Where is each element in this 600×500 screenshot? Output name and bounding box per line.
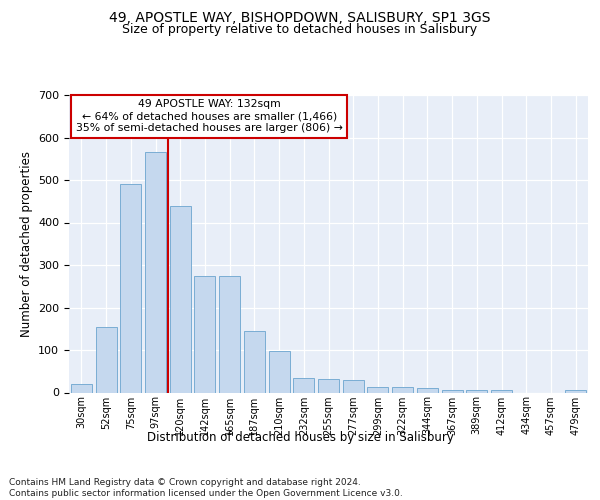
Bar bbox=[219, 276, 240, 392]
Bar bbox=[491, 390, 512, 392]
Bar bbox=[95, 326, 116, 392]
Bar bbox=[343, 380, 364, 392]
Bar bbox=[293, 378, 314, 392]
Text: Size of property relative to detached houses in Salisbury: Size of property relative to detached ho… bbox=[122, 22, 478, 36]
Text: 49 APOSTLE WAY: 132sqm
← 64% of detached houses are smaller (1,466)
35% of semi-: 49 APOSTLE WAY: 132sqm ← 64% of detached… bbox=[76, 100, 343, 132]
Bar bbox=[318, 379, 339, 392]
Text: Contains HM Land Registry data © Crown copyright and database right 2024.
Contai: Contains HM Land Registry data © Crown c… bbox=[9, 478, 403, 498]
Bar bbox=[244, 331, 265, 392]
Bar bbox=[170, 206, 191, 392]
Bar bbox=[145, 152, 166, 392]
Bar bbox=[120, 184, 141, 392]
Bar bbox=[269, 352, 290, 393]
Bar bbox=[71, 384, 92, 392]
Bar bbox=[392, 388, 413, 392]
Bar bbox=[417, 388, 438, 392]
Bar bbox=[194, 276, 215, 392]
Text: Distribution of detached houses by size in Salisbury: Distribution of detached houses by size … bbox=[146, 431, 454, 444]
Bar bbox=[367, 388, 388, 392]
Y-axis label: Number of detached properties: Number of detached properties bbox=[20, 151, 32, 337]
Bar bbox=[466, 390, 487, 392]
Bar bbox=[442, 390, 463, 392]
Bar bbox=[565, 390, 586, 392]
Text: 49, APOSTLE WAY, BISHOPDOWN, SALISBURY, SP1 3GS: 49, APOSTLE WAY, BISHOPDOWN, SALISBURY, … bbox=[109, 11, 491, 25]
